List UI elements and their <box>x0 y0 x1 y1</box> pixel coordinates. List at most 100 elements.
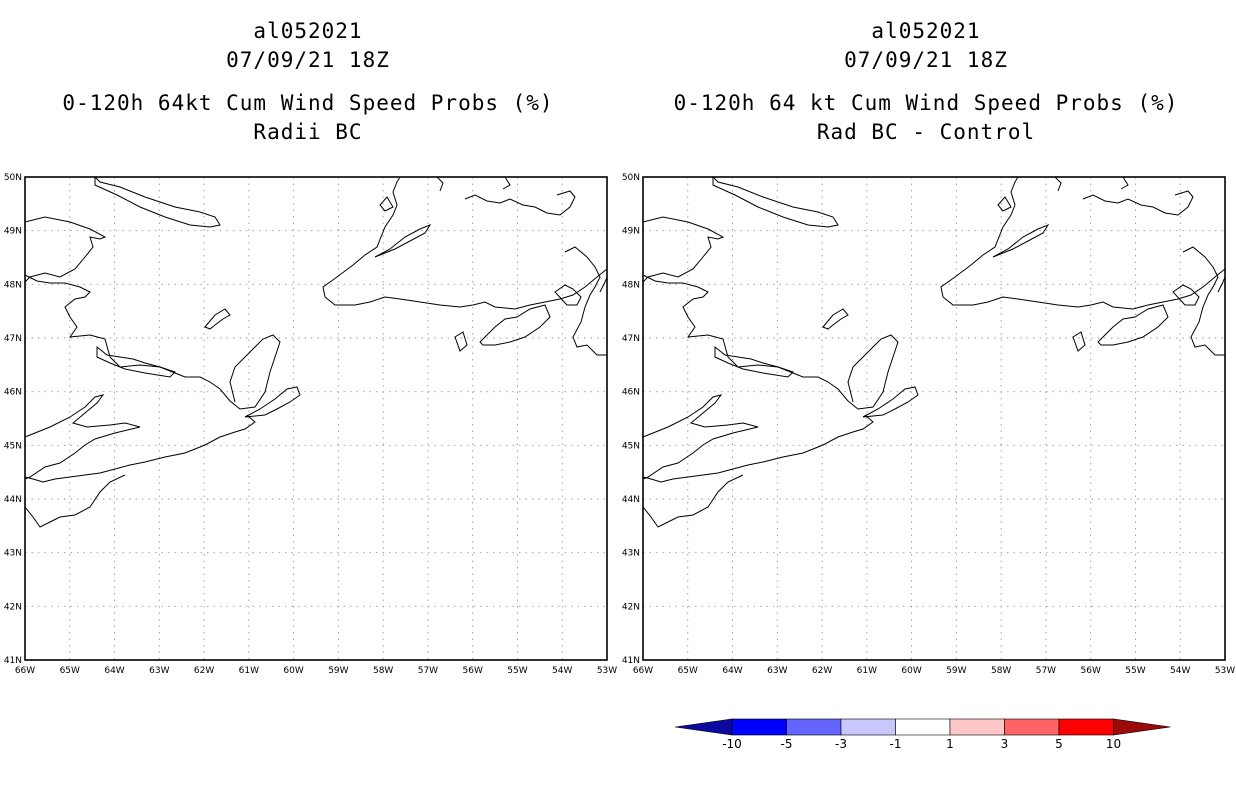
right-lon-label: 56W <box>1081 666 1101 676</box>
colorbar-label: 5 <box>1055 737 1063 751</box>
colorbar-box <box>895 718 951 736</box>
colorbar-label: -3 <box>835 737 847 751</box>
left-lon-label: 53W <box>597 666 617 676</box>
right-lon-label: 53W <box>1215 666 1235 676</box>
colorbar-label: -5 <box>781 737 793 751</box>
left-map-frame <box>24 176 608 661</box>
left-lat-label: 44N <box>4 495 22 505</box>
left-lon-label: 64W <box>104 666 124 676</box>
right-lon-label: 62W <box>812 666 832 676</box>
right-lat-label: 48N <box>622 280 640 290</box>
colorbar-box <box>949 718 1005 736</box>
left-lon-label: 60W <box>283 666 303 676</box>
right-lat-label: 46N <box>622 388 640 398</box>
right-coastline-segment <box>714 345 794 378</box>
colorbar-label: 1 <box>946 737 954 751</box>
left-lon-label: 58W <box>373 666 393 676</box>
left-lon-label: 65W <box>60 666 80 676</box>
left-coastline-segment <box>502 176 511 190</box>
left-coastline-segment <box>204 308 231 330</box>
colorbar-label: -1 <box>890 737 902 751</box>
left-lon-label: 62W <box>194 666 214 676</box>
left-map-panel: 50N 49N 48N 47N 46N 45N 44N 43N 42N 41N 66W 65W 64W… <box>4 173 617 676</box>
left-coastline-segment <box>24 216 107 283</box>
colorbar-labels: -10 -5 -3 -1 1 3 5 10 <box>722 737 1121 751</box>
left-lon-label: 57W <box>418 666 438 676</box>
right-lat-label: 44N <box>622 495 640 505</box>
colorbar-box <box>731 718 787 736</box>
right-lon-label: 60W <box>901 666 921 676</box>
right-lat-label: 42N <box>622 602 640 612</box>
left-coastline-segment <box>379 196 394 212</box>
left-lat-label: 46N <box>4 388 22 398</box>
left-coastline-segment <box>554 284 582 306</box>
right-coastline-segment <box>1082 190 1194 216</box>
colorbar: -10 -5 -3 -1 1 3 5 10 <box>674 718 1171 751</box>
right-coastline-segment <box>997 196 1012 212</box>
right-lat-label: 41N <box>622 656 640 666</box>
left-coastline-segment <box>324 268 608 310</box>
left-coastline-segment <box>436 176 444 192</box>
right-coastline-segment <box>862 386 919 418</box>
right-lon-label: 66W <box>633 666 653 676</box>
left-lon-label: 59W <box>328 666 348 676</box>
left-lat-label: 47N <box>4 334 22 344</box>
right-lon-label: 65W <box>678 666 698 676</box>
right-lat-label: 47N <box>622 334 640 344</box>
left-lon-label: 54W <box>552 666 572 676</box>
left-subtitle: Radii BC <box>253 120 363 144</box>
right-coastline-segment <box>1172 284 1200 306</box>
left-coastline-segment <box>564 246 607 356</box>
right-lon-label: 59W <box>946 666 966 676</box>
right-coastline-segment <box>712 175 839 228</box>
colorbar-boxes <box>674 718 1171 736</box>
left-lon-label: 56W <box>463 666 483 676</box>
right-lon-label: 55W <box>1125 666 1145 676</box>
right-coastline-segment <box>1120 176 1129 190</box>
right-lon-labels: 66W 65W 64W 63W 62W 61W 60W 59W 58W 57W 56W 55W 54W 5… <box>633 666 1235 676</box>
left-datetime: 07/09/21 18Z <box>226 48 390 72</box>
left-lat-labels: 50N 49N 48N 47N 46N 45N 44N 43N 42N 41N <box>4 173 22 666</box>
colorbar-arrow-high <box>1113 718 1171 736</box>
left-coastline-segment <box>374 223 432 258</box>
left-coastline-segment <box>24 414 256 483</box>
left-title-block: al052021 07/09/21 18Z 0-120h 64kt Cum Wi… <box>8 17 608 147</box>
left-coastline-segment <box>479 304 551 346</box>
right-lon-label: 61W <box>857 666 877 676</box>
left-coastline-segment <box>322 176 401 298</box>
right-coastline-segment <box>642 216 725 283</box>
colorbar-box <box>840 718 896 736</box>
right-lat-label: 45N <box>622 441 640 451</box>
left-map-content: 50N 49N 48N 47N 46N 45N 44N 43N 42N 41N 66W 65W 64W… <box>4 173 617 676</box>
left-coastline-segment <box>24 274 281 410</box>
right-subtitle: Rad BC - Control <box>816 120 1036 144</box>
right-coastline-segment <box>940 176 1019 298</box>
left-coastline-segment <box>24 474 126 528</box>
right-coastline-segment <box>642 274 899 410</box>
colorbar-arrow-low <box>674 718 733 736</box>
colorbar-box <box>1058 718 1114 736</box>
left-lon-label: 61W <box>239 666 259 676</box>
right-lat-labels: 50N 49N 48N 47N 46N 45N 44N 43N 42N 41N <box>622 173 640 666</box>
right-coastline-segment <box>1217 276 1226 293</box>
left-lon-label: 55W <box>507 666 527 676</box>
right-coastline-segment <box>822 308 849 330</box>
left-coastline-segment <box>599 276 608 293</box>
colorbar-box <box>1004 718 1060 736</box>
colorbar-label: -10 <box>722 737 742 751</box>
left-coastline-segment <box>24 394 141 480</box>
left-lat-label: 42N <box>4 602 22 612</box>
right-lon-label: 58W <box>991 666 1011 676</box>
left-lon-labels: 66W 65W 64W 63W 62W 61W 60W 59W 58W 57W 56W 55W 54W 5… <box>15 666 617 676</box>
left-map-grid <box>25 177 607 660</box>
colorbar-box <box>786 718 842 736</box>
left-lon-label: 66W <box>15 666 35 676</box>
right-storm-id: al052021 <box>871 19 981 43</box>
left-storm-id: al052021 <box>253 19 363 43</box>
right-coastline-segment <box>642 414 874 483</box>
right-lat-label: 49N <box>622 227 640 237</box>
right-lon-label: 63W <box>767 666 787 676</box>
right-product-title: 0-120h 64 kt Cum Wind Speed Probs (%) <box>673 91 1179 115</box>
right-lat-label: 50N <box>622 173 640 183</box>
right-map-panel: 50N 49N 48N 47N 46N 45N 44N 43N 42N 41N 66W 65W 64W… <box>622 173 1235 676</box>
